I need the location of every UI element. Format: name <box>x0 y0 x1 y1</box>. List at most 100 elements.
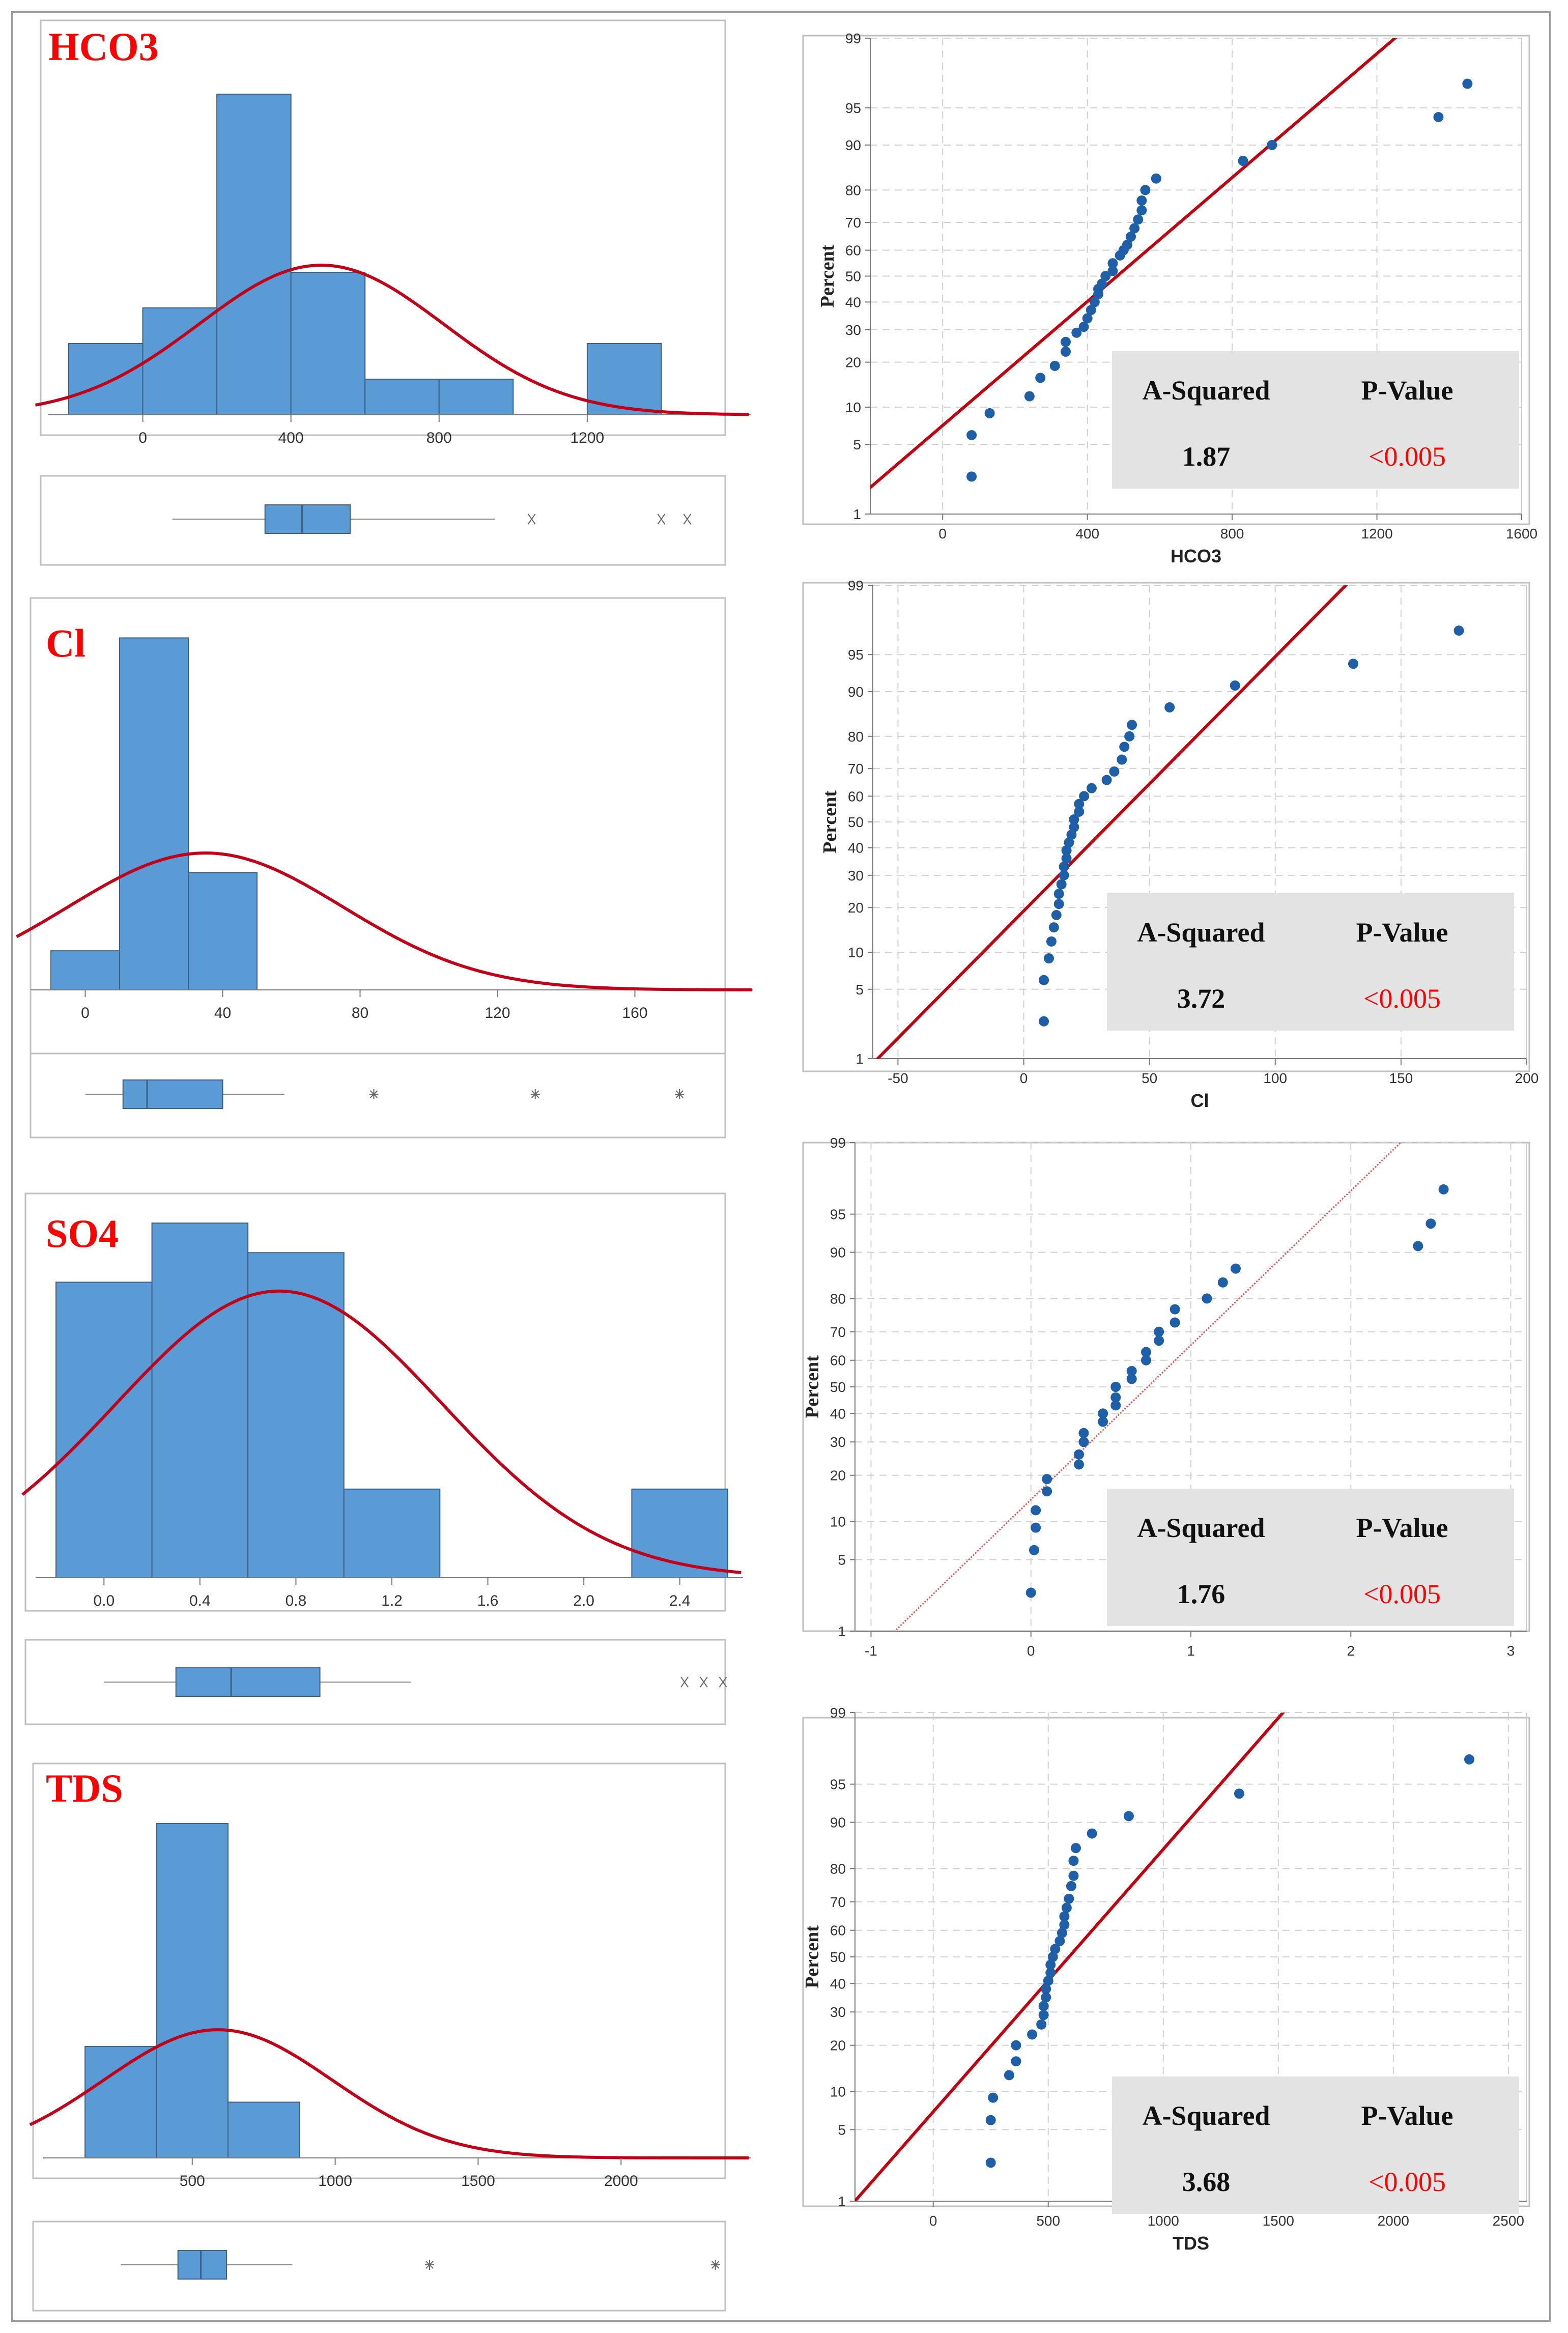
hco3-pp-point <box>1024 391 1035 402</box>
cl-a-squared-value: 3.72 <box>1177 983 1225 1014</box>
tds-pp-point <box>1059 1911 1070 1922</box>
so4-pp-point <box>1110 1382 1121 1392</box>
so4-a-squared-value: 1.76 <box>1177 1579 1225 1609</box>
so4-pp-ytick-label: 1 <box>838 1624 846 1639</box>
cl-pp-ytick-label: 1 <box>856 1051 864 1067</box>
tds-pp-ytick-label: 70 <box>830 1894 846 1910</box>
tds-pp-xtick-label: 2500 <box>1493 2213 1524 2229</box>
cl-pp-point <box>1061 845 1072 856</box>
tds-normal-curve <box>29 2028 749 2159</box>
so4-pp-ytick-label: 5 <box>838 1552 846 1568</box>
hco3-p-value-value: <0.005 <box>1369 441 1446 472</box>
so4-pp-ytick-label: 99 <box>830 1135 846 1151</box>
tds-pp-point <box>1045 1968 1056 1978</box>
cl-pp-ytick-label: 80 <box>848 729 864 745</box>
so4-hist-xtick-label: 0.4 <box>189 1592 211 1609</box>
cl-stats-box-bg <box>1107 893 1514 1031</box>
tds-pp-point <box>985 2157 996 2168</box>
tds-pp-point <box>1038 2001 1049 2011</box>
hco3-pp-point <box>1433 112 1444 123</box>
tds-pp-ytick-label: 10 <box>830 2084 846 2099</box>
tds-pp-point <box>1061 1902 1072 1913</box>
cl-pp-point <box>1061 853 1072 864</box>
tds-pp-point <box>1041 1984 1051 1995</box>
hco3-histogram-bar <box>290 272 366 415</box>
so4-pp-xtick-label: -1 <box>865 1643 877 1659</box>
tds-pp-ytick-label: 95 <box>830 1777 846 1793</box>
hco3-pp-point <box>1107 258 1118 269</box>
so4-pp-point <box>1042 1486 1052 1497</box>
hco3-histogram-bar <box>438 379 514 415</box>
so4-pp-point <box>1170 1317 1180 1328</box>
so4-pp-ytick-label: 70 <box>830 1324 846 1340</box>
cl-boxplot <box>85 1079 685 1109</box>
so4-pp-point <box>1426 1218 1436 1229</box>
cl-pp-point <box>1164 702 1175 713</box>
tds-pp-ytick-label: 99 <box>830 1705 846 1721</box>
hco3-normal-curve <box>35 263 749 416</box>
hco3-pp-point <box>1126 232 1136 242</box>
so4-boxplot <box>104 1667 727 1697</box>
hco3-pp-ytick-label: 30 <box>845 322 861 338</box>
hco3-box-outlier <box>683 514 692 525</box>
so4-histogram: 0.0 0.4 0.8 1.2 1.6 2.0 2.4 <box>21 1222 743 1609</box>
tds-pp-ytick-label: 1 <box>838 2194 846 2209</box>
tds-pp-xtick-label: 1000 <box>1148 2213 1179 2229</box>
hco3-pp-ytick-label: 5 <box>853 437 861 452</box>
hco3-pp-ytick-label: 70 <box>845 215 861 231</box>
cl-box-outlier <box>369 1089 379 1099</box>
hco3-pp-point <box>1462 78 1473 89</box>
hco3-pp-xtick-label: 0 <box>938 526 947 542</box>
tds-boxplot <box>121 2250 720 2280</box>
so4-pp-ytick-label: 40 <box>830 1406 846 1421</box>
cl-pp-xlabel: Cl <box>1191 1090 1209 1111</box>
so4-box-outlier <box>719 1676 727 1688</box>
so4-pp-point <box>1098 1408 1108 1419</box>
tds-pp-point <box>1464 1754 1474 1765</box>
cl-hist-xtick-label: 0 <box>81 1005 90 1021</box>
cl-pp-point <box>1086 783 1097 793</box>
hco3-hist-xtick-label: 1200 <box>571 430 605 446</box>
tds-hist-xtick-label: 1500 <box>461 2173 495 2189</box>
so4-pp-point <box>1074 1449 1084 1460</box>
cl-pp-ylabel: Percent <box>819 790 841 853</box>
tds-box-iqr <box>177 2250 227 2280</box>
cl-pp-point <box>1053 899 1064 909</box>
so4-pp-point <box>1031 1522 1041 1533</box>
hco3-histogram: 0 400 800 1200 <box>35 94 751 446</box>
hco3-hist-xtick-label: 800 <box>426 430 452 446</box>
tds-pp-ytick-label: 50 <box>830 1949 846 1965</box>
tds-pp-xtick-label: 2000 <box>1378 2213 1409 2229</box>
hco3-pp-point <box>1049 360 1060 371</box>
hco3-pp-point <box>1267 139 1277 150</box>
tds-hist-xtick-label: 1000 <box>318 2173 352 2189</box>
hco3-pp-ytick-label: 60 <box>845 243 861 259</box>
tds-pp-point <box>1036 2019 1047 2030</box>
cl-pp-xtick-label: 100 <box>1263 1070 1287 1086</box>
tds-pp-xtick-label: 0 <box>929 2213 937 2229</box>
tds-pp-ytick-label: 5 <box>838 2122 846 2138</box>
so4-pp-ytick-label: 10 <box>830 1514 846 1529</box>
so4-panel-label: SO4 <box>46 1211 119 1256</box>
so4-pp-point <box>1231 1263 1241 1274</box>
so4-a-squared-label: A-Squared <box>1137 1513 1265 1543</box>
hco3-pp-ytick-label: 99 <box>845 31 861 46</box>
so4-pp-point <box>1202 1293 1212 1304</box>
hco3-panel-label: HCO3 <box>48 24 159 69</box>
cl-pp-point <box>1127 720 1137 730</box>
tds-a-squared-label: A-Squared <box>1142 2100 1270 2131</box>
hco3-pp-point <box>1089 297 1100 307</box>
cl-pp-point <box>1051 909 1062 920</box>
tds-pp-point <box>1050 1944 1061 1954</box>
hco3-pp-ytick-label: 10 <box>845 400 861 415</box>
so4-pp-xtick-label: 2 <box>1347 1643 1355 1659</box>
hco3-pp-ytick-label: 20 <box>845 355 861 371</box>
tds-pp-point <box>1068 1870 1079 1881</box>
so4-histogram-bar <box>343 1488 441 1578</box>
tds-pp-point <box>985 2115 996 2125</box>
hco3-pp-point <box>1136 195 1147 206</box>
hco3-pp-ytick-label: 1 <box>853 506 861 522</box>
tds-pp-point <box>1087 1828 1097 1839</box>
cl-pp-point <box>1348 659 1358 669</box>
